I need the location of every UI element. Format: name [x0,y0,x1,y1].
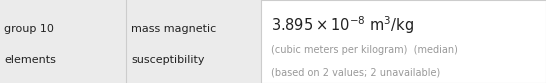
FancyBboxPatch shape [0,0,261,83]
Text: susceptibility: susceptibility [131,55,205,65]
Text: (based on 2 values; 2 unavailable): (based on 2 values; 2 unavailable) [271,67,440,77]
Text: elements: elements [4,55,56,65]
Text: (cubic meters per kilogram)  (median): (cubic meters per kilogram) (median) [271,45,458,55]
Text: group 10: group 10 [4,24,54,34]
Text: mass magnetic: mass magnetic [131,24,216,34]
Text: $3.895\times10^{-8}\ \mathrm{m}^3\mathrm{/kg}$: $3.895\times10^{-8}\ \mathrm{m}^3\mathrm… [271,14,414,36]
